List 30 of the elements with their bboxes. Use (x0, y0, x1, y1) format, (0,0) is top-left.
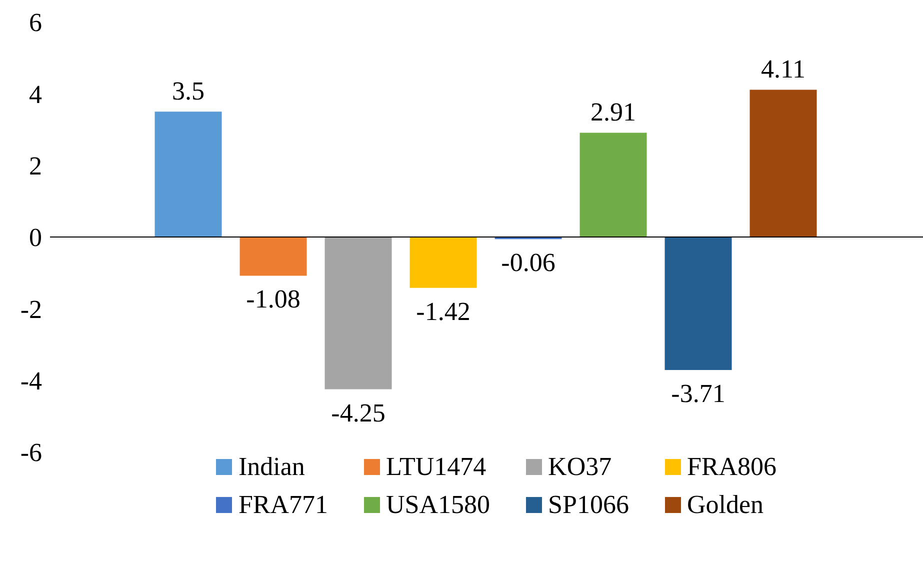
bar (154, 112, 222, 237)
data-label: 2.91 (590, 98, 636, 127)
data-label: -0.06 (501, 248, 556, 278)
y-tick-label: 2 (29, 152, 42, 181)
y-tick-label: -2 (20, 294, 42, 324)
data-label: 4.11 (760, 54, 806, 84)
legend-label: SP1066 (548, 490, 629, 520)
data-label: 3.5 (172, 76, 205, 106)
y-tick-label: 0 (29, 223, 42, 252)
data-label: -3.71 (671, 378, 726, 408)
legend-label: USA1580 (386, 490, 490, 520)
legend-label: FRA806 (686, 452, 777, 482)
legend-label: Golden (686, 490, 764, 520)
y-tick-label: -6 (20, 438, 42, 468)
legend-label: FRA771 (238, 490, 328, 520)
data-label: -1.08 (246, 284, 300, 314)
y-tick-label: 4 (29, 80, 42, 109)
legend-label: KO37 (548, 452, 612, 482)
y-tick-label: 6 (29, 8, 42, 38)
bar (410, 237, 477, 288)
bar (240, 237, 307, 276)
data-label: -1.42 (416, 296, 470, 326)
bar (664, 237, 732, 370)
bar (750, 90, 817, 237)
bar (580, 132, 647, 237)
legend-label: Indian (238, 452, 305, 482)
bar (324, 237, 392, 390)
data-label: -4.25 (331, 398, 386, 428)
legend-label: LTU1474 (386, 452, 486, 482)
y-tick-label: -4 (20, 366, 42, 396)
